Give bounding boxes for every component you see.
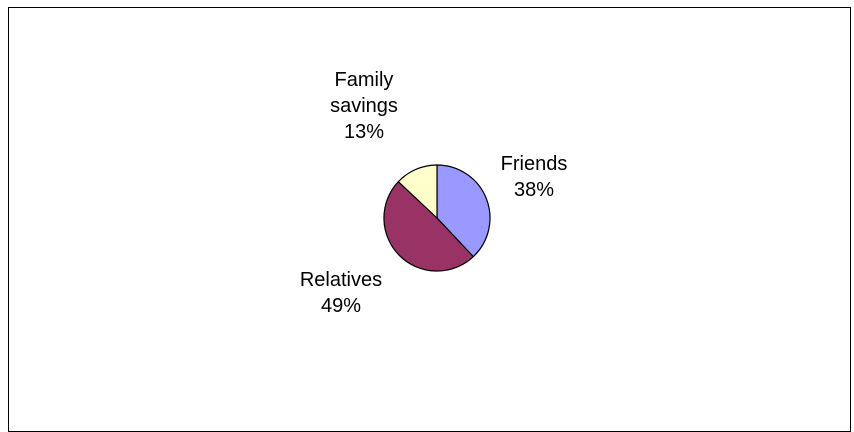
percent-label: 38% [514, 179, 554, 201]
slice-relatives [383, 180, 475, 272]
percent-label: 13% [344, 121, 384, 143]
slice-friends [436, 164, 491, 258]
label-friends: Friends 38% [501, 153, 568, 201]
category-label: savings [330, 95, 398, 117]
category-label: Family [335, 69, 394, 91]
category-label: Friends [501, 153, 568, 175]
pie-labels: Friends 38% Relatives 49% Family savings 13% [300, 69, 567, 317]
category-label: Relatives [300, 269, 382, 291]
slice-family-savings [397, 164, 438, 220]
label-relatives: Relatives 49% [300, 269, 382, 317]
label-family-savings: Family savings 13% [330, 69, 398, 143]
percent-label: 49% [321, 295, 361, 317]
pie-slices [383, 164, 491, 272]
